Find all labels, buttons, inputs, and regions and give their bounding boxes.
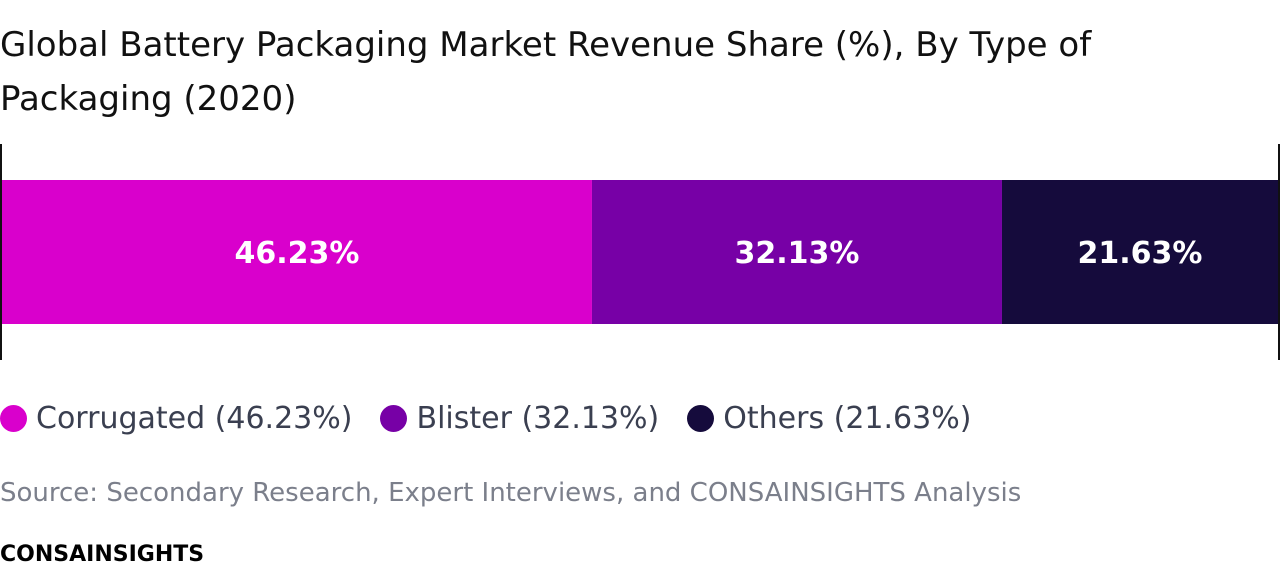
stacked-bar-chart: 46.23% 32.13% 21.63% [0,144,1280,360]
data-label-others: 21.63% [1078,236,1203,271]
bar-segment-blister[interactable] [591,180,1002,324]
legend-label-blister: Blister (32.13%) [416,400,660,436]
bar-segment-others[interactable] [1001,180,1278,324]
legend-item-corrugated[interactable]: Corrugated (46.23%) [0,401,352,436]
legend-swatch-blister [380,404,408,432]
data-label-blister: 32.13% [734,236,859,271]
brand-logo-text: CONSAINSIGHTS [0,542,205,567]
data-label-corrugated: 46.23% [235,236,360,271]
source-note: Source: Secondary Research, Expert Inter… [0,478,1022,508]
bar-segment-corrugated[interactable] [2,180,592,324]
legend-label-others: Others (21.63%) [723,400,972,436]
legend-swatch-others [687,404,715,432]
legend-label-corrugated: Corrugated (46.23%) [36,400,353,436]
legend: Corrugated (46.23%) Blister (32.13%) Oth… [0,398,999,438]
legend-item-others[interactable]: Others (21.63%) [687,401,971,436]
legend-item-blister[interactable]: Blister (32.13%) [380,401,659,436]
chart-title: Global Battery Packaging Market Revenue … [0,25,1092,119]
bar-segments: 46.23% 32.13% 21.63% [2,180,1278,324]
legend-swatch-corrugated [0,404,27,432]
